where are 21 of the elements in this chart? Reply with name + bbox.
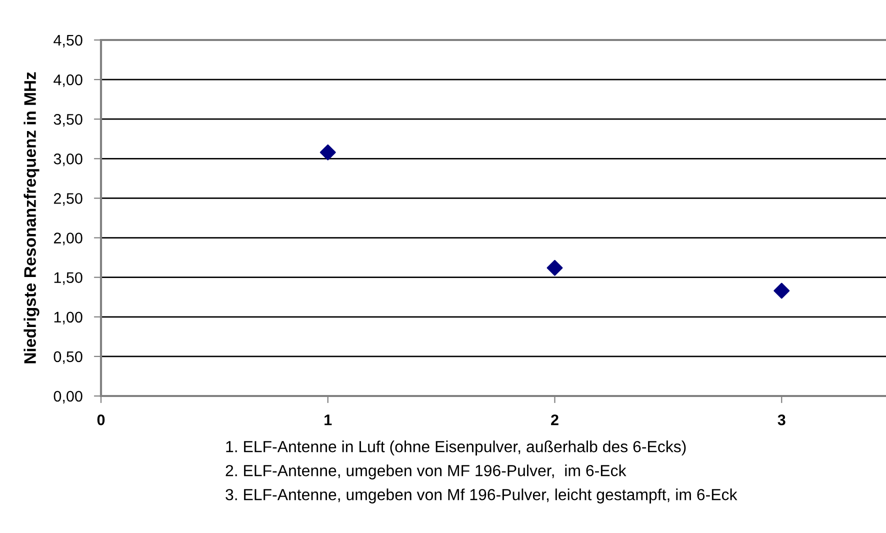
text: 3. ELF-Antenne, umgeben von Mf 196-Pulver, leicht gestampft, im 6-Eck xyxy=(226,488,738,504)
y-tick-label: 4,00 xyxy=(54,74,82,88)
y-tick-label: 1,00 xyxy=(54,312,82,324)
x-tick-label: 3 xyxy=(778,414,786,426)
y-tick-label: 3,50 xyxy=(54,114,82,127)
x-tick-label: 2 xyxy=(551,414,558,426)
y-tick-label: 2,50 xyxy=(54,193,82,206)
y-tick-label: 3,00 xyxy=(54,154,82,166)
x-tick-label: 0 xyxy=(97,414,105,426)
y-tick-label: 1,50 xyxy=(54,272,82,285)
point xyxy=(774,282,790,299)
point xyxy=(320,144,336,160)
y-axis-title: Niedrigste Resonanzfrequenz in MHz xyxy=(24,72,40,364)
y-tick-label: 0,50 xyxy=(54,351,82,364)
text: 2. ELF-Antenne, umgeben von MF 196-Pulver, im 6-Eck xyxy=(226,464,626,480)
text: 1. ELF-Antenne in Luft (ohne Eisenpulver, außerhalb des 6-Ecks) xyxy=(226,440,686,456)
x-tick-label: 1 xyxy=(324,414,332,426)
y-tick-label: 0,00 xyxy=(54,390,82,404)
y-tick-label: 4,50 xyxy=(54,34,82,48)
point xyxy=(546,260,563,276)
y-tick-label: 2,00 xyxy=(54,232,82,246)
